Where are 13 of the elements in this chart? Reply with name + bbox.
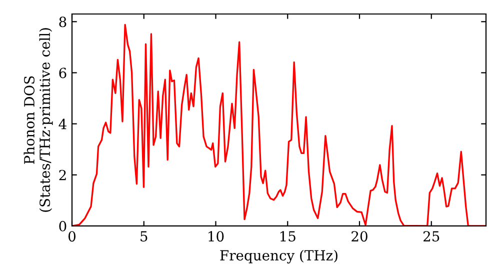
x-tick-label: 0 — [68, 231, 76, 242]
x-tick-label: 15 — [280, 231, 296, 242]
x-tick-label: 20 — [352, 231, 368, 242]
y-tick-label: 4 — [58, 118, 66, 130]
y-tick-label: 6 — [59, 68, 66, 78]
y-axis-title: Phonon DOS (States/THz·primitive cell) — [24, 28, 53, 212]
x-tick-label: 5 — [140, 231, 148, 242]
x-tick-label: 10 — [208, 231, 224, 242]
y-tick-label: 2 — [59, 170, 66, 180]
y-tick-label: 0 — [59, 220, 66, 232]
y-tick-label: 8 — [59, 16, 66, 28]
x-tick-label: 25 — [423, 231, 440, 242]
x-axis-title: Frequency (THz) — [220, 250, 338, 264]
